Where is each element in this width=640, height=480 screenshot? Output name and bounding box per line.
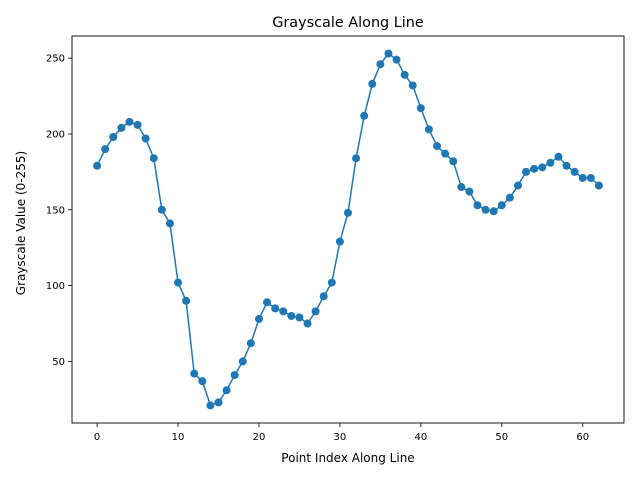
x-tick-label: 30 bbox=[334, 432, 347, 443]
data-point bbox=[530, 164, 539, 173]
data-point bbox=[295, 313, 304, 322]
data-point bbox=[254, 314, 263, 323]
data-point bbox=[538, 163, 547, 172]
x-tick-label: 60 bbox=[576, 432, 589, 443]
data-point bbox=[182, 296, 191, 305]
x-tick-label: 50 bbox=[495, 432, 508, 443]
x-tick-label: 20 bbox=[253, 432, 266, 443]
data-point bbox=[360, 111, 369, 120]
data-point bbox=[165, 219, 174, 228]
plot-content: 0 10 20 30 40 50 60 50 100 150 200 250 bbox=[46, 49, 603, 443]
data-point bbox=[335, 237, 344, 246]
data-point bbox=[101, 145, 110, 154]
data-point bbox=[352, 154, 361, 163]
x-tick-label: 0 bbox=[94, 432, 100, 443]
data-point bbox=[263, 298, 272, 307]
data-point bbox=[392, 55, 401, 64]
chart-title: Grayscale Along Line bbox=[272, 15, 424, 31]
data-point bbox=[562, 161, 571, 170]
data-point bbox=[433, 142, 442, 151]
data-point bbox=[368, 79, 377, 88]
data-point bbox=[271, 304, 280, 313]
data-point bbox=[473, 201, 482, 210]
y-tick-label: 150 bbox=[46, 205, 65, 216]
data-point bbox=[594, 181, 603, 190]
data-point bbox=[384, 49, 393, 58]
data-point bbox=[376, 60, 385, 69]
data-point bbox=[109, 133, 118, 141]
data-point bbox=[449, 157, 458, 166]
data-point bbox=[578, 173, 587, 182]
data-point bbox=[481, 205, 490, 214]
data-point bbox=[230, 371, 239, 380]
data-point bbox=[141, 134, 150, 143]
data-point bbox=[513, 181, 522, 190]
data-point bbox=[570, 167, 579, 176]
data-point bbox=[206, 401, 215, 410]
x-tick-label: 10 bbox=[172, 432, 185, 443]
data-point bbox=[238, 357, 247, 366]
data-point bbox=[303, 319, 312, 328]
data-point bbox=[222, 386, 231, 395]
data-point bbox=[246, 339, 255, 348]
data-point bbox=[133, 120, 142, 129]
data-point bbox=[505, 193, 514, 202]
data-point bbox=[586, 173, 595, 182]
y-tick-label: 200 bbox=[46, 129, 65, 140]
data-point bbox=[546, 158, 555, 167]
data-point bbox=[125, 117, 134, 126]
data-point bbox=[287, 311, 296, 320]
data-point bbox=[149, 154, 158, 163]
data-point bbox=[174, 278, 183, 287]
data-point bbox=[424, 125, 433, 134]
x-tick-label: 40 bbox=[414, 432, 427, 443]
data-point bbox=[93, 161, 102, 170]
y-tick-label: 50 bbox=[52, 357, 65, 368]
axes-frame bbox=[71, 35, 625, 424]
data-point bbox=[214, 398, 223, 407]
data-point bbox=[441, 149, 450, 158]
data-point bbox=[497, 201, 506, 210]
data-point bbox=[157, 205, 166, 214]
data-point bbox=[190, 369, 199, 378]
data-point bbox=[400, 70, 409, 79]
x-axis-label: Point Index Along Line bbox=[281, 451, 414, 465]
data-point bbox=[489, 207, 498, 216]
y-tick-label: 250 bbox=[46, 54, 65, 65]
data-point bbox=[465, 187, 474, 196]
data-point bbox=[522, 167, 531, 176]
data-point bbox=[457, 183, 466, 192]
data-point bbox=[344, 208, 352, 217]
y-tick-label: 100 bbox=[46, 281, 65, 292]
data-point bbox=[117, 123, 126, 132]
data-point bbox=[416, 104, 425, 113]
data-point bbox=[408, 81, 417, 90]
data-point bbox=[198, 377, 207, 386]
data-point bbox=[554, 152, 563, 161]
data-point bbox=[319, 292, 328, 301]
data-point bbox=[327, 278, 336, 287]
data-point bbox=[279, 307, 288, 316]
data-point bbox=[311, 307, 320, 316]
y-axis-label: Grayscale Value (0-255) bbox=[14, 151, 28, 295]
